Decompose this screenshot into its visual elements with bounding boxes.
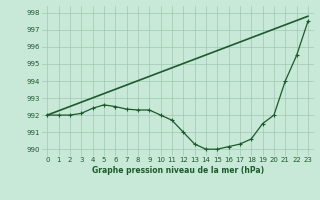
X-axis label: Graphe pression niveau de la mer (hPa): Graphe pression niveau de la mer (hPa) (92, 166, 264, 175)
